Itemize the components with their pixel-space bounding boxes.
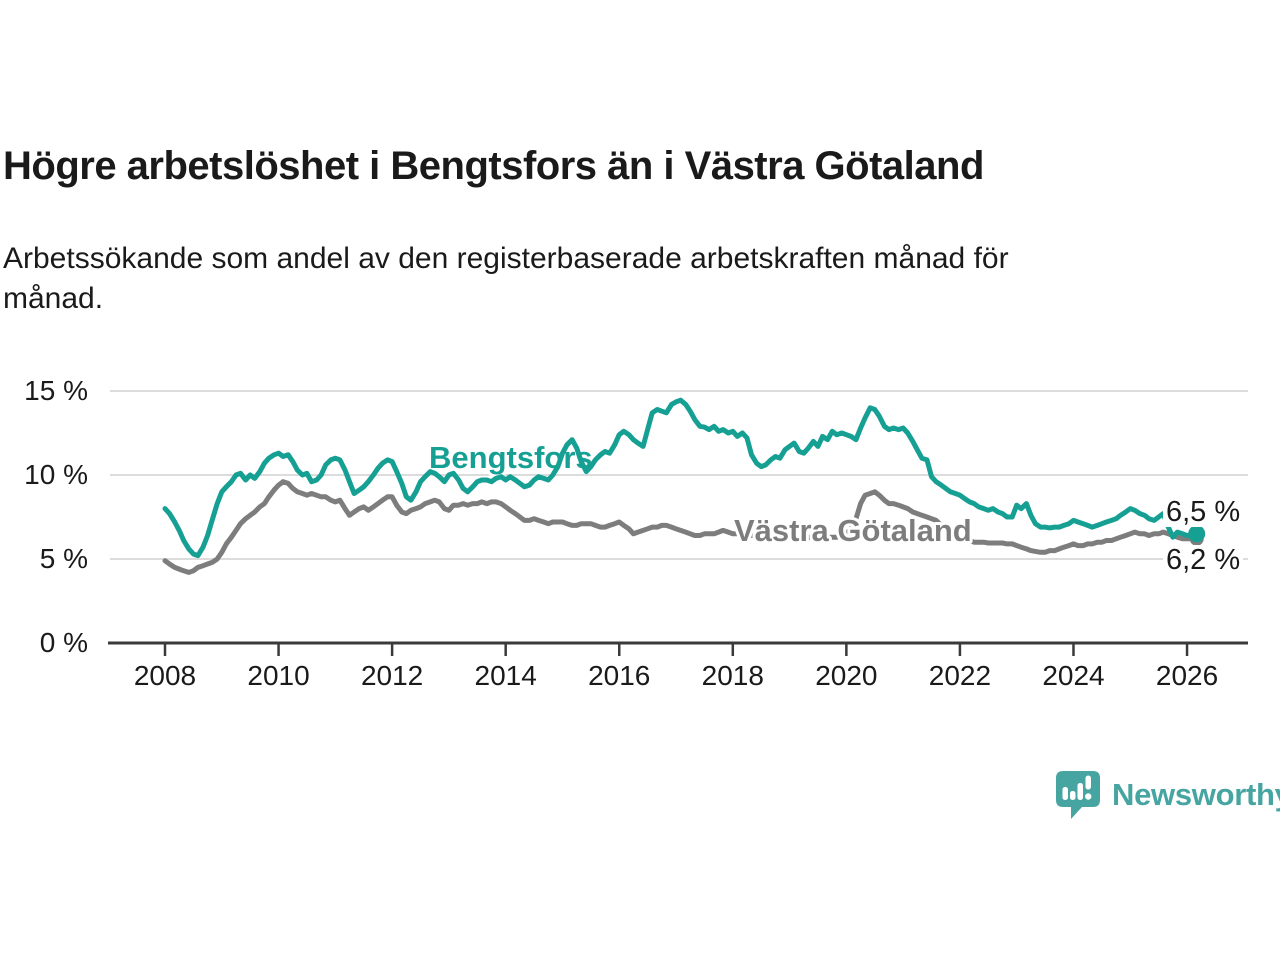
series-end-dot-bengtsfors xyxy=(1188,525,1206,543)
newsworthy-logo-text: Newsworthy xyxy=(1112,777,1280,812)
series-line-bengtsfors xyxy=(162,397,1200,559)
newsworthy-logo: Newsworthy xyxy=(1054,769,1280,821)
y-tick-label: 5 % xyxy=(39,543,88,574)
x-tick-label: 2020 xyxy=(815,660,878,691)
x-tick-label: 2022 xyxy=(928,660,992,691)
x-tick-label: 2010 xyxy=(247,660,310,691)
x-tick-label: 2018 xyxy=(701,660,764,691)
y-tick-label: 15 % xyxy=(24,375,88,406)
x-tick-label: 2008 xyxy=(133,660,197,691)
end-value-label-vastra-gotaland: 6,2 % xyxy=(1163,545,1244,575)
end-value-label-bengtsfors: 6,5 % xyxy=(1163,497,1244,527)
page-title: Högre arbetslöshet i Bengtsfors än i Väs… xyxy=(3,144,984,188)
page-subtitle-line-1: Arbetssökande som andel av den registerb… xyxy=(3,242,1009,275)
series-label-vastra-gotaland: Västra Götaland xyxy=(734,513,972,548)
x-tick-label: 2014 xyxy=(474,660,537,691)
page-subtitle-line-2: månad. xyxy=(3,282,104,315)
newsworthy-logo-icon xyxy=(1056,771,1100,819)
x-tick-label: 2024 xyxy=(1042,660,1105,691)
x-tick-label: 2026 xyxy=(1155,660,1219,691)
y-tick-label: 0 % xyxy=(39,627,88,658)
x-tick-label: 2012 xyxy=(360,660,424,691)
y-tick-label: 10 % xyxy=(24,459,88,490)
series-line-vastra-gotaland xyxy=(162,479,1200,575)
x-tick-label: 2016 xyxy=(588,660,651,691)
